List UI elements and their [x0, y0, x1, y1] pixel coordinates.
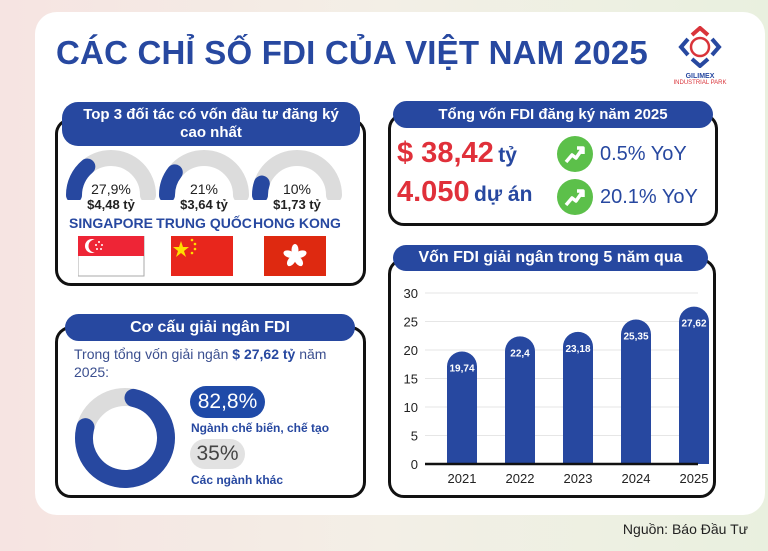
singapore-flag — [78, 236, 145, 277]
partners-header: Top 3 đối tác có vốn đầu tư đăng ký cao … — [62, 102, 360, 146]
partner-country: TRUNG QUỐC — [156, 215, 252, 231]
logo-name: GILIMEX — [685, 73, 715, 80]
x-tick-label: 2022 — [506, 471, 535, 486]
y-tick-label: 15 — [404, 372, 418, 387]
structure-intro: Trong tổng vốn giải ngân $ 27,62 tỷ năm … — [74, 346, 359, 381]
y-tick-label: 10 — [404, 400, 418, 415]
x-tick-label: 2023 — [564, 471, 593, 486]
partner-country: SINGAPORE — [68, 215, 153, 231]
y-tick-label: 0 — [411, 457, 418, 472]
registered-panel — [388, 113, 718, 226]
capital-yoy: 0.5% YoY — [600, 143, 687, 165]
gauge-fill — [252, 175, 270, 200]
bar — [679, 306, 709, 464]
bar-value-label: 19,74 — [449, 363, 474, 374]
partner-share: 21% — [189, 181, 219, 197]
intro-text: Trong tổng vốn giải ngân — [74, 346, 233, 362]
y-tick-label: 25 — [404, 315, 418, 330]
partner-amount: $4,48 tỷ — [87, 197, 135, 212]
main-label: Ngành chế biến, chế tạo — [191, 421, 330, 435]
bar — [621, 319, 651, 464]
capital-unit: tỷ — [498, 144, 517, 167]
other-label: Các ngành khác — [191, 473, 284, 487]
x-tick-label: 2024 — [622, 471, 651, 486]
capital-value: $ 38,42 — [397, 137, 494, 169]
partner-share: 10% — [282, 181, 312, 197]
source-note: Nguồn: Báo Đầu Tư — [622, 521, 748, 537]
hong-kong-flag — [264, 236, 326, 276]
other-pct-badge: 35% — [190, 439, 245, 469]
gilimex-logo: GILIMEX INDUSTRIAL PARK — [660, 25, 740, 86]
capital-row: $ 38,42 tỷ — [397, 137, 517, 170]
structure-donut — [75, 388, 175, 488]
page-title: CÁC CHỈ SỐ FDI CỦA VIỆT NAM 2025 — [56, 34, 648, 71]
share-gauge — [252, 150, 342, 200]
structure-header: Cơ cấu giải ngân FDI — [65, 314, 355, 341]
projects-unit: dự án — [474, 183, 533, 206]
logo-subtitle: INDUSTRIAL PARK — [673, 80, 727, 86]
bar — [563, 331, 593, 464]
trending-up-icon — [557, 136, 593, 177]
partner-country: HONG KONG — [253, 215, 341, 231]
bar-value-label: 23,18 — [565, 344, 590, 355]
trending-up-icon — [557, 179, 593, 220]
projects-yoy: 20.1% YoY — [600, 186, 698, 208]
projects-value: 4.050 — [397, 176, 470, 208]
partner-share: 27,9% — [91, 181, 131, 197]
y-tick-label: 30 — [404, 286, 418, 301]
main-pct-badge: 82,8% — [190, 386, 265, 418]
bar-value-label: 25,35 — [623, 332, 648, 343]
bar — [447, 351, 477, 464]
china-flag — [171, 236, 233, 276]
registered-header: Tổng vốn FDI đăng ký năm 2025 — [393, 101, 713, 128]
partner-amount: $1,73 tỷ — [273, 197, 321, 212]
x-tick-label: 2021 — [448, 471, 477, 486]
bar-value-label: 27,62 — [681, 319, 706, 330]
chart-header: Vốn FDI giải ngân trong 5 năm qua — [393, 245, 708, 271]
bar-value-label: 22,4 — [510, 348, 530, 359]
partner-amount: $3,64 tỷ — [180, 197, 228, 212]
intro-text-end: năm 2025: — [74, 346, 327, 380]
bar — [505, 336, 535, 464]
share-gauge — [159, 150, 249, 200]
intro-total: $ 27,62 tỷ — [232, 346, 296, 362]
bar-chart: 05101520253019,74202122,4202223,18202325… — [404, 286, 709, 486]
share-gauge — [66, 150, 156, 200]
projects-row: 4.050 dự án — [397, 176, 532, 209]
y-tick-label: 20 — [404, 343, 418, 358]
gauge-fill — [159, 164, 183, 200]
donut-main-segment — [75, 388, 175, 488]
gauge-fill — [66, 158, 96, 200]
x-tick-label: 2025 — [680, 471, 709, 486]
y-tick-label: 5 — [411, 429, 418, 444]
